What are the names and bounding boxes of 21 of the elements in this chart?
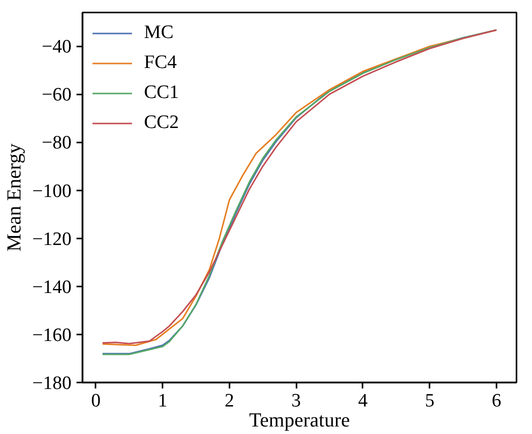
y-tick-label: −80: [42, 132, 72, 154]
y-tick-label: −40: [42, 36, 72, 58]
legend-label: CC1: [144, 82, 179, 104]
x-tick-label: 3: [291, 390, 301, 412]
y-tick-label: −100: [32, 180, 72, 202]
x-tick-label: 6: [492, 390, 502, 412]
y-axis-title: Mean Energy: [3, 144, 26, 252]
x-tick-label: 2: [224, 390, 234, 412]
y-tick-label: −140: [32, 276, 72, 298]
x-tick-label: 5: [424, 390, 434, 412]
y-tick-label: −180: [32, 373, 72, 394]
legend-label: MC: [144, 22, 174, 44]
x-axis-title: Temperature: [249, 410, 350, 432]
x-tick-label: 1: [158, 390, 168, 412]
y-tick-label: −160: [32, 324, 72, 346]
x-tick-label: 4: [358, 390, 368, 412]
y-tick-label: −60: [42, 84, 72, 106]
x-tick-label: 0: [91, 390, 101, 412]
legend-label: FC4: [144, 52, 177, 74]
legend-label: CC2: [144, 112, 179, 134]
y-tick-label: −120: [32, 228, 72, 250]
